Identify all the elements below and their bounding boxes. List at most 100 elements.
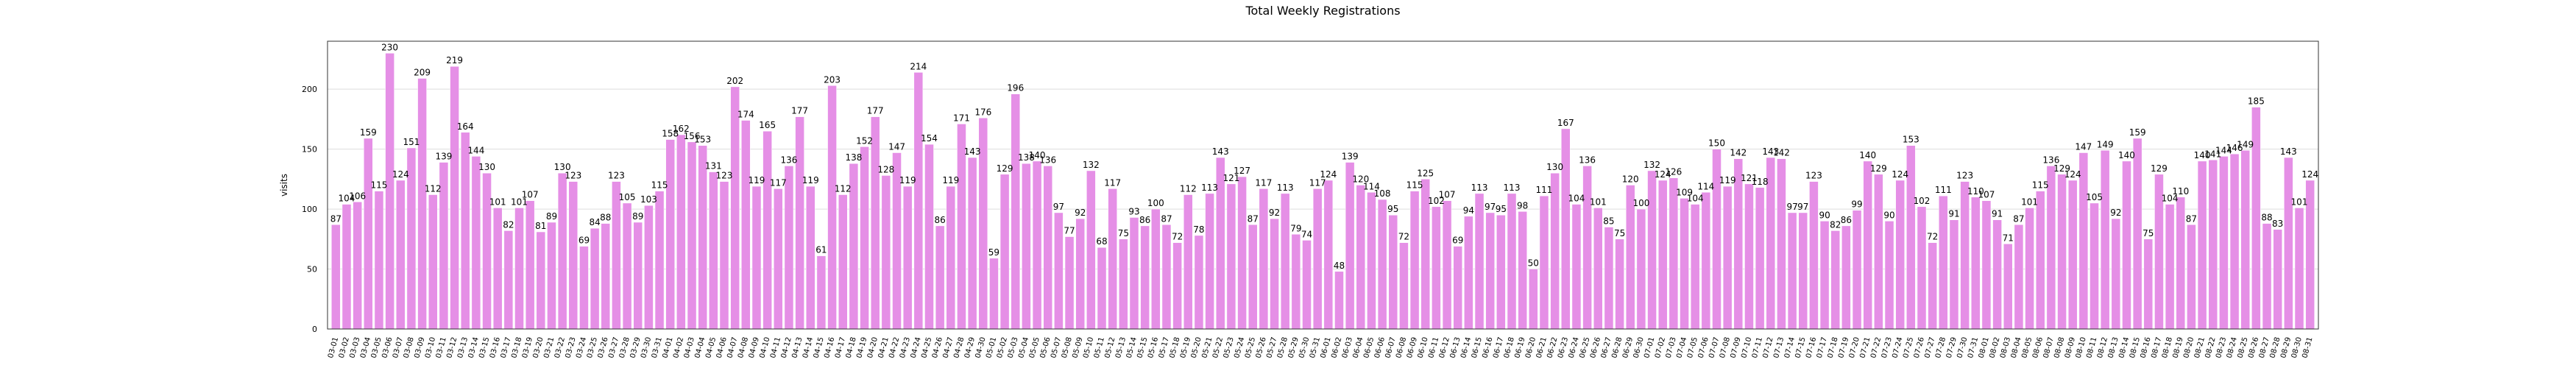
bar-value-label: 162 bbox=[673, 124, 690, 134]
bar-value-label: 152 bbox=[856, 135, 873, 146]
bar-value-label: 146 bbox=[2226, 143, 2243, 153]
bar-value-label: 138 bbox=[1018, 152, 1035, 163]
bar bbox=[396, 180, 406, 330]
bar-value-label: 142 bbox=[1730, 148, 1747, 158]
bar-value-label: 104 bbox=[2162, 194, 2179, 204]
bar-value-label: 109 bbox=[1676, 187, 1693, 197]
bar-value-label: 125 bbox=[1417, 168, 1434, 178]
bar bbox=[2284, 157, 2293, 330]
bar bbox=[1680, 198, 1689, 330]
bar-value-label: 147 bbox=[2075, 142, 2092, 152]
bar bbox=[1022, 163, 1031, 330]
bar-value-label: 113 bbox=[1471, 183, 1488, 193]
bar bbox=[2208, 160, 2218, 330]
bar bbox=[1787, 212, 1797, 330]
bar bbox=[1755, 187, 1765, 330]
bar bbox=[838, 194, 848, 330]
bar bbox=[1690, 204, 1700, 330]
bar bbox=[2176, 197, 2186, 330]
bar bbox=[2294, 208, 2304, 330]
bar bbox=[342, 204, 352, 330]
bar-value-label: 139 bbox=[435, 152, 452, 162]
bar-value-label: 117 bbox=[770, 177, 787, 188]
bar bbox=[1539, 195, 1549, 330]
bar-value-label: 149 bbox=[2237, 139, 2254, 149]
bar-value-label: 86 bbox=[1841, 215, 1852, 225]
bar bbox=[450, 66, 459, 330]
bar-value-label: 88 bbox=[600, 213, 611, 223]
bar bbox=[924, 144, 934, 330]
bar bbox=[2165, 204, 2175, 330]
bar-value-label: 115 bbox=[1406, 180, 1423, 191]
bar-value-label: 78 bbox=[1193, 224, 1204, 235]
bar bbox=[784, 166, 794, 330]
bar-value-label: 95 bbox=[1387, 204, 1398, 214]
bar bbox=[353, 202, 362, 330]
bar bbox=[2046, 166, 2056, 330]
bar-value-label: 87 bbox=[2186, 213, 2197, 224]
bar-value-label: 151 bbox=[403, 137, 420, 147]
bar bbox=[1356, 185, 1366, 330]
bar bbox=[946, 185, 956, 330]
bar-value-label: 101 bbox=[511, 197, 528, 207]
bar-value-label: 111 bbox=[1536, 185, 1553, 195]
bar bbox=[1830, 230, 1840, 330]
bar-value-label: 230 bbox=[381, 42, 398, 52]
bar-value-label: 105 bbox=[619, 192, 636, 202]
y-axis-label: visits bbox=[279, 174, 289, 197]
bar-value-label: 167 bbox=[1557, 118, 1574, 128]
bar bbox=[644, 205, 654, 330]
bar-value-label: 104 bbox=[1568, 194, 1585, 204]
bar-value-label: 111 bbox=[1935, 185, 1952, 195]
bar-value-label: 107 bbox=[522, 190, 539, 200]
bar-value-label: 85 bbox=[1603, 216, 1614, 227]
bar bbox=[2132, 138, 2142, 330]
bar bbox=[1011, 93, 1021, 330]
bar bbox=[2057, 174, 2067, 330]
bar bbox=[816, 255, 827, 330]
bar bbox=[1529, 269, 1538, 330]
bar bbox=[1701, 192, 1711, 330]
bar-value-label: 61 bbox=[815, 245, 827, 255]
bar bbox=[1280, 193, 1290, 330]
bar bbox=[1064, 236, 1075, 330]
bar-value-label: 203 bbox=[824, 74, 841, 85]
bar-value-label: 119 bbox=[1719, 175, 1736, 185]
bar-value-label: 164 bbox=[457, 121, 474, 132]
bar bbox=[2035, 191, 2045, 330]
y-tick-label: 100 bbox=[302, 205, 317, 214]
bar-value-label: 100 bbox=[1147, 198, 1164, 208]
bar-value-label: 129 bbox=[2151, 163, 2168, 174]
bar bbox=[1237, 176, 1247, 330]
bar-value-label: 144 bbox=[467, 145, 484, 155]
bar bbox=[557, 172, 567, 330]
bar bbox=[1744, 183, 1754, 330]
bar bbox=[601, 223, 611, 330]
bar bbox=[1054, 212, 1064, 330]
bar bbox=[1496, 214, 1506, 330]
bar bbox=[385, 53, 394, 330]
bar bbox=[1388, 214, 1398, 330]
bar bbox=[622, 202, 632, 330]
bar-value-label: 214 bbox=[910, 61, 927, 71]
bar-value-label: 177 bbox=[791, 106, 808, 116]
bar-value-label: 132 bbox=[1083, 160, 1100, 170]
bar-value-label: 90 bbox=[1883, 210, 1894, 220]
bar-value-label: 113 bbox=[1277, 183, 1294, 193]
bar-value-label: 97 bbox=[1797, 202, 1808, 212]
bar bbox=[2240, 150, 2250, 330]
bar bbox=[471, 156, 481, 330]
bar-value-label: 171 bbox=[953, 113, 970, 123]
bar-value-label: 156 bbox=[684, 131, 701, 141]
bar-value-label: 129 bbox=[997, 163, 1013, 174]
bar bbox=[1604, 227, 1614, 330]
bar bbox=[1981, 200, 1992, 330]
bar-value-label: 136 bbox=[780, 155, 797, 165]
bar bbox=[1485, 212, 1495, 330]
bar bbox=[1194, 235, 1204, 330]
bar-value-label: 103 bbox=[640, 194, 657, 205]
bar-value-label: 129 bbox=[1870, 163, 1887, 174]
bar-value-label: 69 bbox=[578, 236, 590, 246]
bar-value-label: 150 bbox=[1708, 138, 1725, 149]
bar-value-label: 127 bbox=[1234, 166, 1250, 176]
